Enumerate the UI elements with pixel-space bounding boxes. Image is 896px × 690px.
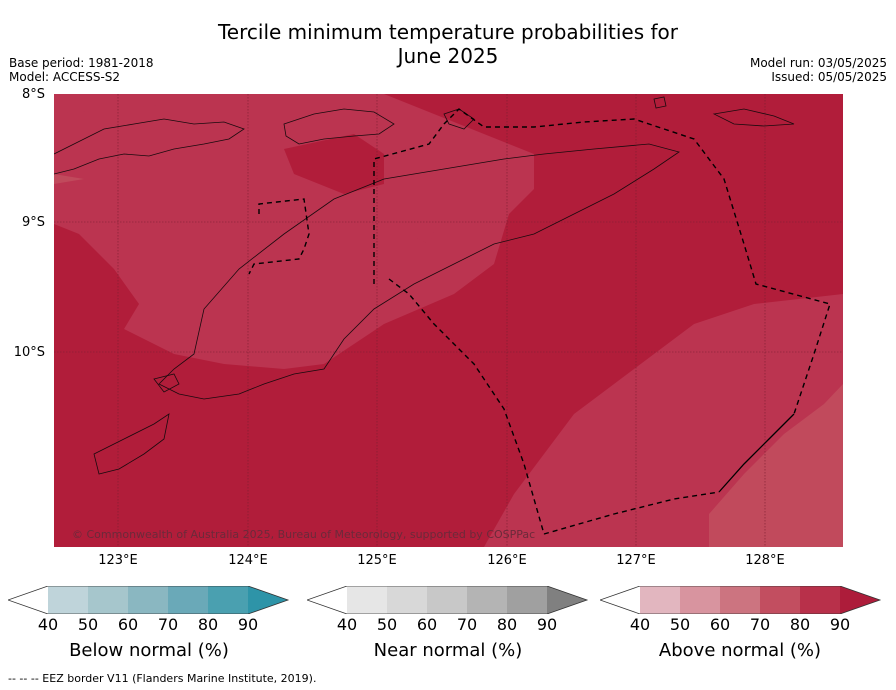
issued-date: Issued: 05/05/2025 bbox=[771, 70, 887, 84]
tick-label: 80 bbox=[197, 615, 219, 634]
colorbar-segment bbox=[600, 586, 640, 614]
tick-label: 70 bbox=[456, 615, 478, 634]
tick-label: 50 bbox=[77, 615, 99, 634]
colorbar-segment bbox=[720, 586, 760, 614]
colorbar-segment bbox=[48, 586, 88, 614]
tick-label: 40 bbox=[37, 615, 59, 634]
base-period: Base period: 1981-2018 bbox=[9, 56, 154, 70]
lon-label-126e: 126°E bbox=[487, 553, 527, 568]
colorbar-segment bbox=[168, 586, 208, 614]
meta-right: Model run: 03/05/2025 Issued: 05/05/2025 bbox=[750, 56, 887, 84]
colorbar-segment bbox=[427, 586, 467, 614]
colorbar-near-title: Near normal (%) bbox=[373, 640, 523, 661]
tick-label: 80 bbox=[789, 615, 811, 634]
colorbar-segment bbox=[467, 586, 507, 614]
colorbar-near-normal bbox=[307, 586, 589, 614]
colorbar-segment bbox=[507, 586, 547, 614]
zone-low-southeast bbox=[709, 384, 843, 547]
model-name: Model: ACCESS-S2 bbox=[9, 70, 121, 84]
tick-label: 90 bbox=[829, 615, 851, 634]
footer-note: -- -- -- EEZ border V11 (Flanders Marine… bbox=[8, 672, 317, 685]
tick-label: 50 bbox=[376, 615, 398, 634]
zone-mid-small bbox=[414, 232, 434, 244]
lat-label-9s: 9°S bbox=[21, 215, 45, 230]
colorbar-segment bbox=[840, 586, 880, 614]
meta-left: Base period: 1981-2018 Model: ACCESS-S2 bbox=[9, 56, 154, 84]
tick-label: 60 bbox=[117, 615, 139, 634]
tick-label: 70 bbox=[157, 615, 179, 634]
lon-label-123e: 123°E bbox=[98, 553, 138, 568]
probability-map: © Commonwealth of Australia 2025, Bureau… bbox=[54, 94, 843, 547]
colorbar-above-title: Above normal (%) bbox=[658, 640, 822, 661]
model-run: Model run: 03/05/2025 bbox=[749, 56, 887, 70]
colorbar-segment bbox=[307, 586, 347, 614]
zone-mid-westedge bbox=[54, 174, 84, 184]
tick-label: 60 bbox=[416, 615, 438, 634]
colorbar-below-title: Below normal (%) bbox=[69, 640, 229, 661]
title-line-1: Tercile minimum temperature probabilitie… bbox=[217, 20, 679, 44]
colorbar-segment bbox=[387, 586, 427, 614]
tick-label: 60 bbox=[709, 615, 731, 634]
zone-mid-north bbox=[54, 94, 234, 114]
colorbar-segment bbox=[800, 586, 840, 614]
colorbar-above-normal bbox=[600, 586, 882, 614]
tick-label: 80 bbox=[496, 615, 518, 634]
tick-label: 70 bbox=[749, 615, 771, 634]
colorbar-segment bbox=[248, 586, 288, 614]
colorbar-segment bbox=[347, 586, 387, 614]
colorbar-segment bbox=[208, 586, 248, 614]
copyright-text: © Commonwealth of Australia 2025, Bureau… bbox=[72, 528, 535, 541]
tick-label: 90 bbox=[536, 615, 558, 634]
lat-label-10s: 10°S bbox=[13, 345, 45, 360]
title-line-2: June 2025 bbox=[397, 44, 499, 68]
eez-solid-border bbox=[718, 413, 795, 493]
lon-label-127e: 127°E bbox=[616, 553, 656, 568]
coastlines bbox=[54, 96, 795, 475]
tick-label: 40 bbox=[336, 615, 358, 634]
tick-label: 90 bbox=[237, 615, 259, 634]
colorbar-below-normal bbox=[8, 586, 290, 614]
colorbar-segment bbox=[680, 586, 720, 614]
lon-label-124e: 124°E bbox=[228, 553, 268, 568]
zone-mid-west bbox=[54, 94, 534, 369]
lon-label-128e: 128°E bbox=[745, 553, 785, 568]
colorbar-segment bbox=[88, 586, 128, 614]
colorbar-segment bbox=[8, 586, 48, 614]
colorbar-segment bbox=[640, 586, 680, 614]
eez-borders bbox=[248, 108, 831, 535]
tick-label: 50 bbox=[669, 615, 691, 634]
graticule bbox=[54, 94, 843, 547]
tick-label: 40 bbox=[629, 615, 651, 634]
zone-dark-north bbox=[284, 134, 384, 194]
colorbar-segment bbox=[760, 586, 800, 614]
lon-label-125e: 125°E bbox=[357, 553, 397, 568]
colorbar-segment bbox=[128, 586, 168, 614]
map-title: Tercile minimum temperature probabilitie… bbox=[0, 20, 896, 68]
lat-label-8s: 8°S bbox=[21, 87, 45, 102]
colorbar-segment bbox=[547, 586, 587, 614]
